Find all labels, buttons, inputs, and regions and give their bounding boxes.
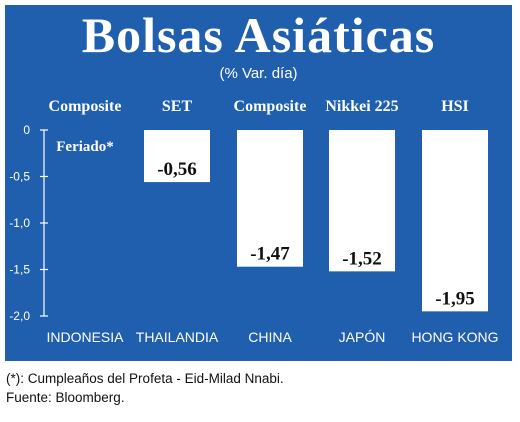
source-note: Fuente: Bloomberg. <box>6 390 125 405</box>
y-tick-label: -1,5 <box>9 263 30 277</box>
bar <box>237 130 303 267</box>
category-label: INDONESIA <box>46 329 124 345</box>
index-name-label: Composite <box>234 98 307 115</box>
category-label: THAILANDIA <box>136 329 219 345</box>
y-tick-label: -1,0 <box>9 216 30 230</box>
index-name-label: Nikkei 225 <box>325 98 398 115</box>
bar <box>329 130 395 272</box>
bar <box>144 130 210 183</box>
footnote: (*): Cumpleaños del Profeta - Eid-Milad … <box>6 371 284 386</box>
bar-value-label: -1,52 <box>342 248 382 269</box>
chart-title: Bolsas Asiáticas <box>81 7 436 63</box>
category-label: JAPÓN <box>339 329 386 345</box>
bar <box>422 130 488 312</box>
y-tick-label: -0,5 <box>9 170 30 184</box>
bar-value-label: -1,95 <box>435 288 475 309</box>
y-tick-label: 0 <box>23 123 30 137</box>
category-label: HONG KONG <box>411 329 498 345</box>
index-name-label: HSI <box>441 98 469 115</box>
chart-subtitle: (% Var. día) <box>219 65 298 82</box>
holiday-label: Feriado* <box>56 139 114 155</box>
bar-value-label: -0,56 <box>157 159 197 180</box>
index-name-label: Composite <box>49 98 122 115</box>
footer: (*): Cumpleaños del Profeta - Eid-Milad … <box>6 369 284 407</box>
index-name-label: SET <box>162 98 193 115</box>
y-tick-label: -2,0 <box>9 309 30 323</box>
category-label: CHINA <box>248 329 292 345</box>
bar-value-label: -1,47 <box>250 244 290 265</box>
